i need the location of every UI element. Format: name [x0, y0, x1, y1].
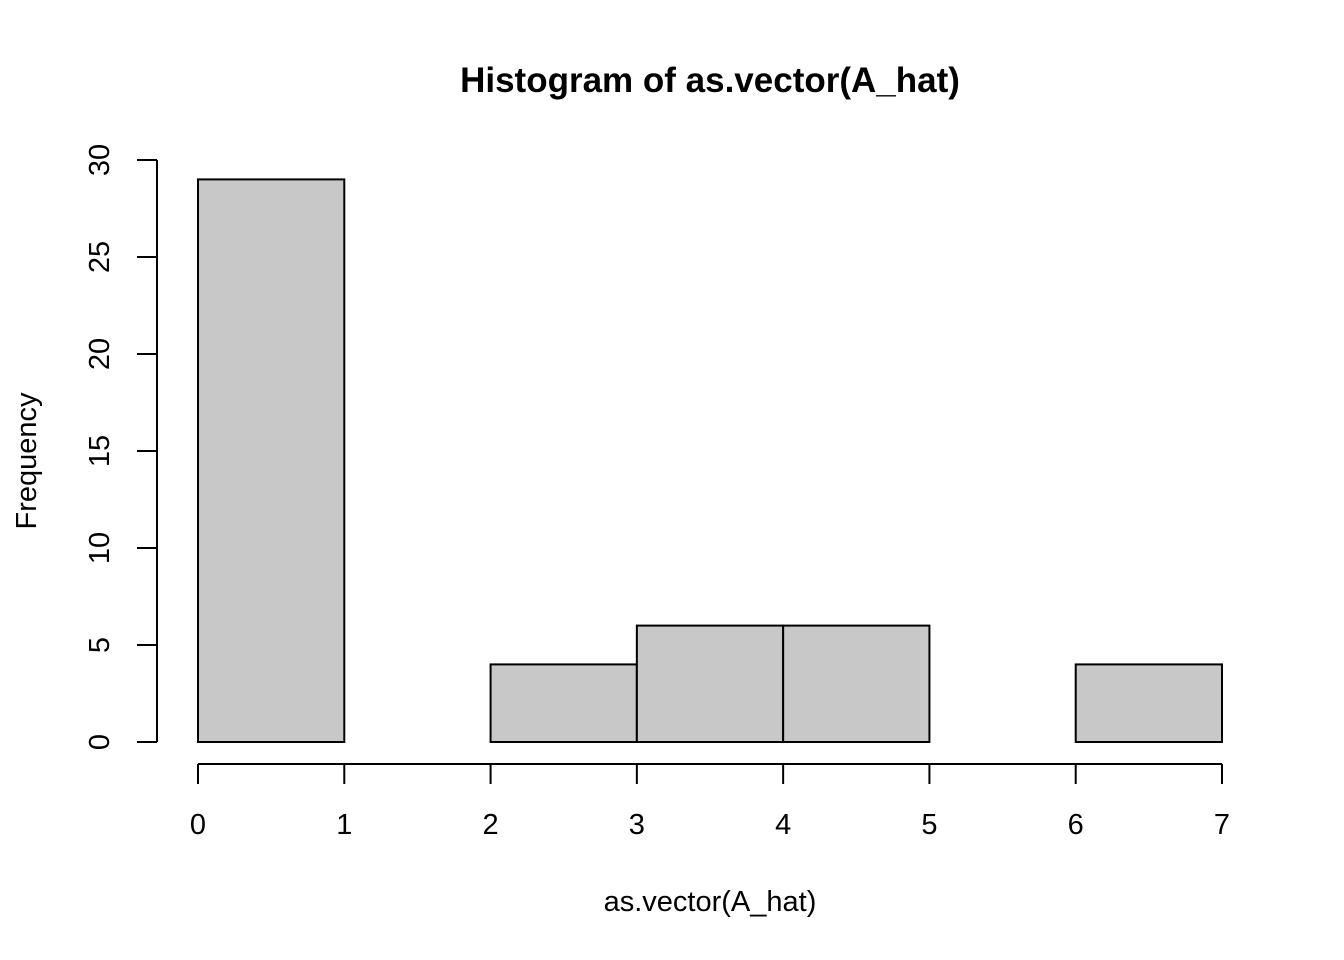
- x-tick-label: 5: [921, 809, 937, 841]
- y-tick-label: 5: [84, 637, 116, 653]
- chart-title: Histogram of as.vector(A_hat): [460, 61, 960, 100]
- x-tick-label: 7: [1214, 809, 1230, 841]
- histogram-bar: [1074, 663, 1223, 744]
- x-tick-label: 2: [483, 809, 499, 841]
- x-tick-label: 6: [1068, 809, 1084, 841]
- histogram-bar: [197, 178, 346, 743]
- y-tick-label: 25: [84, 241, 116, 273]
- x-tick-label: 4: [775, 809, 791, 841]
- y-tick-label: 20: [84, 338, 116, 370]
- x-tick-label: 3: [629, 809, 645, 841]
- histogram-bar: [635, 624, 785, 743]
- x-tick-label: 1: [336, 809, 352, 841]
- y-tick-label: 15: [84, 435, 116, 467]
- y-axis-label: Frequency: [11, 392, 43, 530]
- y-tick-label: 0: [84, 734, 116, 750]
- x-tick-label: 0: [190, 809, 206, 841]
- histogram-bar: [782, 624, 931, 743]
- y-tick-label: 10: [84, 532, 116, 564]
- x-axis: 0 1 2 3 4 5 6 7: [190, 763, 1230, 841]
- histogram-bar: [489, 663, 638, 744]
- y-axis: 0 5 10 15 20 25 30: [84, 144, 158, 750]
- histogram-bars: [197, 178, 1223, 744]
- y-tick-label: 30: [84, 144, 116, 176]
- x-axis-label: as.vector(A_hat): [604, 886, 817, 918]
